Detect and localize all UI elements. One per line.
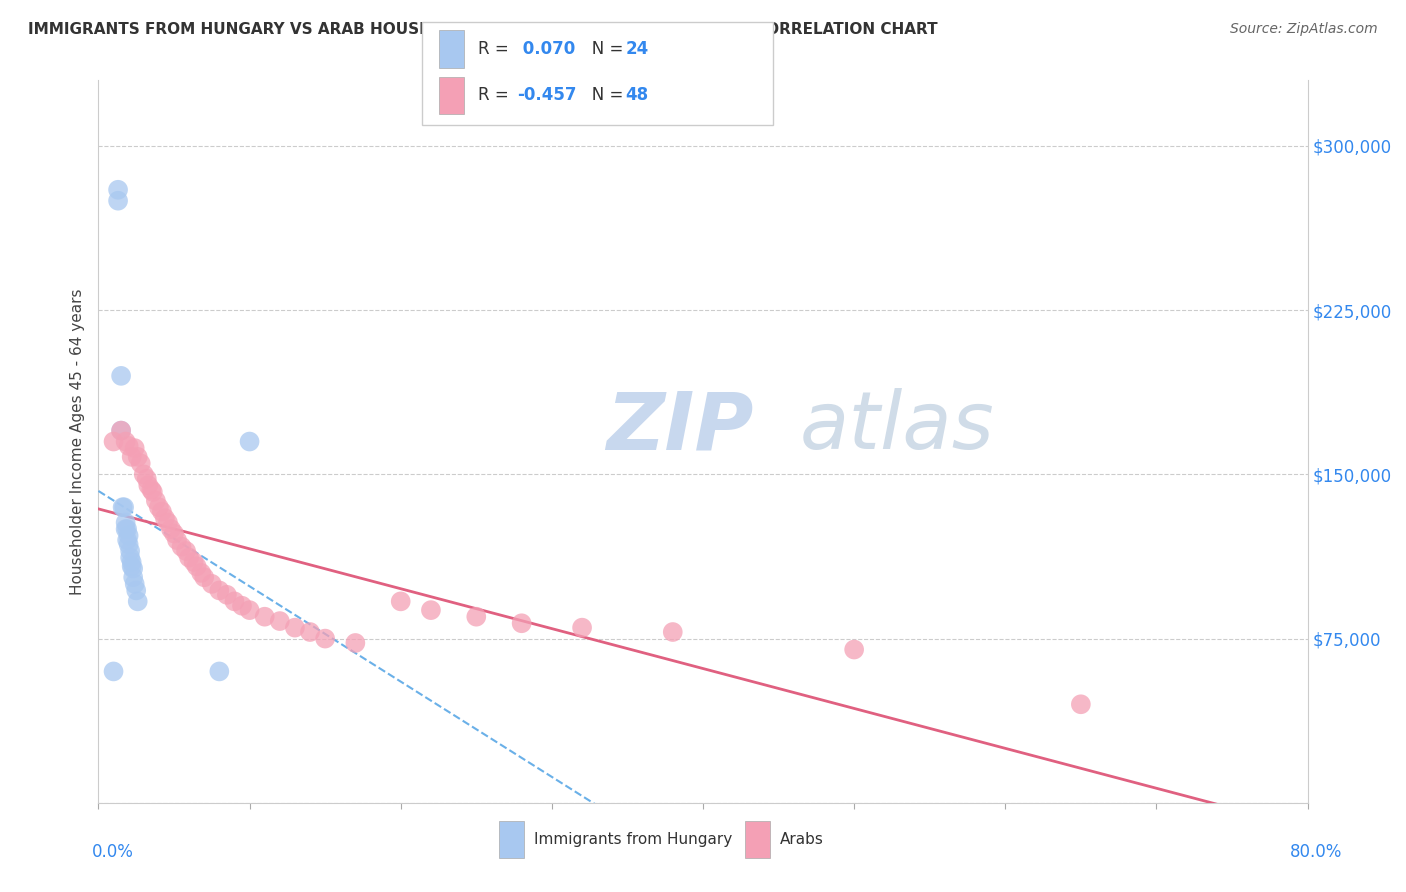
Point <box>190 566 212 580</box>
Point <box>107 183 129 197</box>
Text: 0.0%: 0.0% <box>91 843 134 861</box>
Point <box>110 424 132 438</box>
Point <box>127 450 149 464</box>
Point <box>201 577 224 591</box>
Point <box>153 511 176 525</box>
Point <box>132 467 155 482</box>
Point <box>118 439 141 453</box>
Point <box>465 609 488 624</box>
Text: N =: N = <box>576 40 628 58</box>
Point <box>150 505 173 519</box>
Y-axis label: Householder Income Ages 45 - 64 years: Householder Income Ages 45 - 64 years <box>69 288 84 595</box>
Point <box>114 522 136 536</box>
Point <box>124 577 146 591</box>
Point <box>1070 698 1092 712</box>
Point <box>125 583 148 598</box>
Point <box>110 368 132 383</box>
Point <box>170 540 193 554</box>
Point <box>122 570 145 584</box>
Point <box>174 544 197 558</box>
Point <box>239 603 262 617</box>
Point <box>120 550 142 565</box>
Point <box>115 522 138 536</box>
Point <box>299 625 322 640</box>
Point <box>114 434 136 449</box>
Point <box>510 616 533 631</box>
Point <box>118 529 141 543</box>
Text: Arabs: Arabs <box>780 832 824 847</box>
Point <box>156 516 179 530</box>
Point <box>420 603 443 617</box>
Text: N =: N = <box>576 87 628 104</box>
Point <box>183 555 205 569</box>
Point <box>114 516 136 530</box>
Text: IMMIGRANTS FROM HUNGARY VS ARAB HOUSEHOLDER INCOME AGES 45 - 64 YEARS CORRELATIO: IMMIGRANTS FROM HUNGARY VS ARAB HOUSEHOL… <box>28 22 938 37</box>
Point <box>103 665 125 679</box>
Point <box>661 625 683 640</box>
Text: 24: 24 <box>626 40 650 58</box>
Point <box>208 583 231 598</box>
Point <box>571 621 593 635</box>
Text: 48: 48 <box>626 87 648 104</box>
Point <box>389 594 412 608</box>
Point <box>148 500 170 515</box>
Text: Immigrants from Hungary: Immigrants from Hungary <box>534 832 733 847</box>
Point <box>141 483 163 497</box>
Point <box>314 632 336 646</box>
Point <box>239 434 262 449</box>
Text: Source: ZipAtlas.com: Source: ZipAtlas.com <box>1230 22 1378 37</box>
Point <box>120 544 142 558</box>
Point <box>127 594 149 608</box>
Point <box>269 614 291 628</box>
Point <box>121 559 143 574</box>
Point <box>135 472 157 486</box>
Point <box>107 194 129 208</box>
Text: R =: R = <box>478 87 515 104</box>
Point <box>166 533 188 547</box>
Point <box>110 424 132 438</box>
Text: ZIP: ZIP <box>606 388 754 467</box>
Point <box>136 478 159 492</box>
Text: -0.457: -0.457 <box>517 87 576 104</box>
Point <box>186 559 208 574</box>
Point <box>111 500 134 515</box>
Point <box>844 642 866 657</box>
Point <box>193 570 215 584</box>
Text: R =: R = <box>478 40 515 58</box>
Point <box>224 594 246 608</box>
Point <box>112 500 135 515</box>
Text: 0.070: 0.070 <box>517 40 575 58</box>
Point <box>179 550 201 565</box>
Point <box>231 599 253 613</box>
Point <box>121 450 143 464</box>
Point <box>122 561 145 575</box>
Point <box>118 537 141 551</box>
Point <box>103 434 125 449</box>
Point <box>142 484 165 499</box>
Point <box>344 636 367 650</box>
Point <box>160 522 183 536</box>
Point <box>121 555 143 569</box>
Point <box>145 493 167 508</box>
Point <box>129 457 152 471</box>
Point <box>253 609 276 624</box>
Point <box>115 533 138 547</box>
Point <box>215 588 238 602</box>
Point <box>163 526 186 541</box>
Text: atlas: atlas <box>800 388 994 467</box>
Point <box>208 665 231 679</box>
Text: 80.0%: 80.0% <box>1291 843 1343 861</box>
Point <box>284 621 307 635</box>
Point <box>124 441 146 455</box>
